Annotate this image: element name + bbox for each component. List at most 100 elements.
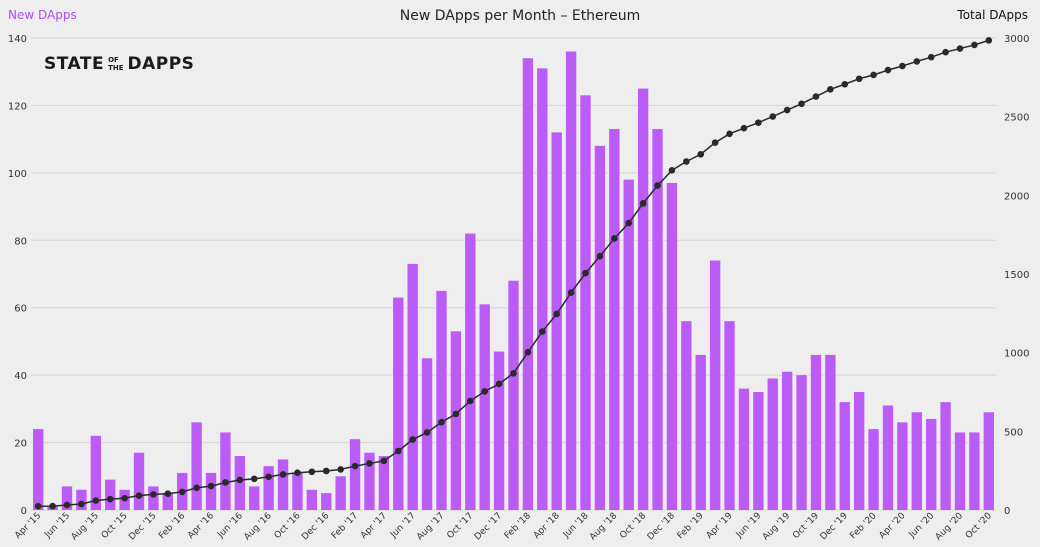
y-left-tick-label: 0 [21,506,27,517]
x-tick-label: Apr '18 [532,511,562,541]
x-tick-label: Feb '19 [676,511,706,541]
bar [90,435,101,510]
bar [551,132,562,510]
x-tick-label: Jun '15 [43,511,73,541]
bar [508,280,519,510]
y-right-tick-label: 1500 [1004,270,1029,281]
bar [321,493,332,510]
line-point [351,462,359,470]
line-point [798,100,805,108]
x-tick-label: Apr '15 [13,511,43,541]
line-point [625,219,633,227]
bar [681,321,692,510]
line-point [697,150,705,158]
bar [609,129,620,510]
bar [724,321,735,510]
bar [810,354,822,510]
bar [652,129,663,510]
x-tick-label: Oct '17 [445,511,475,541]
state-of-the-dapps-logo: STATE OF THE DAPPS [44,54,194,74]
x-tick-label: Aug '17 [415,511,446,542]
line-point [553,310,561,318]
x-tick-label: Dec '17 [473,511,504,542]
line-point [654,182,661,189]
line-point [121,494,128,502]
bar [983,412,994,510]
line-point [106,495,114,503]
line-point [394,447,402,455]
bar [940,402,951,510]
x-tick-label: Oct '15 [100,511,130,541]
line-point [78,500,85,508]
line-point [322,467,330,475]
line-point [423,429,431,436]
x-tick-label: Oct '18 [618,511,648,541]
x-tick-label: Aug '16 [242,511,274,543]
line-point [63,501,71,509]
line-point [942,48,949,56]
y-right-tick-label: 2000 [1004,191,1029,202]
line-point [596,252,604,260]
bar [969,432,980,510]
x-tick-label: Dec '15 [127,511,158,542]
x-tick-label: Apr '20 [878,511,908,541]
logo-word-state: STATE [44,54,105,74]
bar [753,392,764,510]
bar [436,290,447,510]
bar [133,452,145,510]
x-tick-label: Aug '20 [934,511,966,543]
bar [796,375,807,510]
bar [33,429,44,510]
bar [378,456,390,510]
bar [364,452,375,510]
logo-word-the: THE [108,64,124,72]
line-point [668,167,676,174]
bar [76,489,87,510]
line-point [164,490,172,497]
line-point [827,85,834,93]
bar [954,432,966,510]
x-tick-label: Oct '19 [791,511,821,541]
x-tick-label: Aug '19 [761,511,793,543]
line-point [639,200,647,207]
bar [695,354,706,510]
x-tick-label: Apr '16 [186,511,216,541]
x-tick-label: Jun '18 [561,511,591,541]
x-tick-label: Feb '18 [503,511,533,541]
bar [738,388,750,510]
y-right-tick-label: 500 [1004,427,1023,438]
bar [335,476,346,510]
x-tick-label: Feb '20 [848,511,878,541]
line-point [927,53,935,61]
bar [709,260,721,510]
bar [926,418,937,510]
bar [205,472,217,510]
line-point [308,468,316,476]
bar [263,466,274,510]
x-tick-label: Apr '17 [359,511,389,541]
left-axis-series-label: New DApps [8,8,77,22]
line-point [150,491,157,498]
line-point [236,476,244,484]
x-tick-label: Feb '17 [330,511,360,541]
line-point [683,158,690,165]
line-point [783,106,791,114]
x-tick-label: Dec '18 [646,511,677,542]
bar [292,472,303,510]
bar [148,486,159,510]
x-tick-label: Aug '15 [70,511,101,542]
line-point [92,497,100,504]
logo-word-of: OF [108,56,119,64]
line-point [870,71,877,79]
line-point [380,457,388,465]
x-tick-label: Dec '19 [819,511,850,542]
y-left-tick-label: 60 [14,304,27,315]
logo-small-text: OF THE [108,56,123,72]
line-point [812,93,820,100]
line-point [337,466,344,473]
line-point [711,139,719,146]
bar [767,378,778,510]
line-point [899,62,906,70]
bar [465,233,476,511]
